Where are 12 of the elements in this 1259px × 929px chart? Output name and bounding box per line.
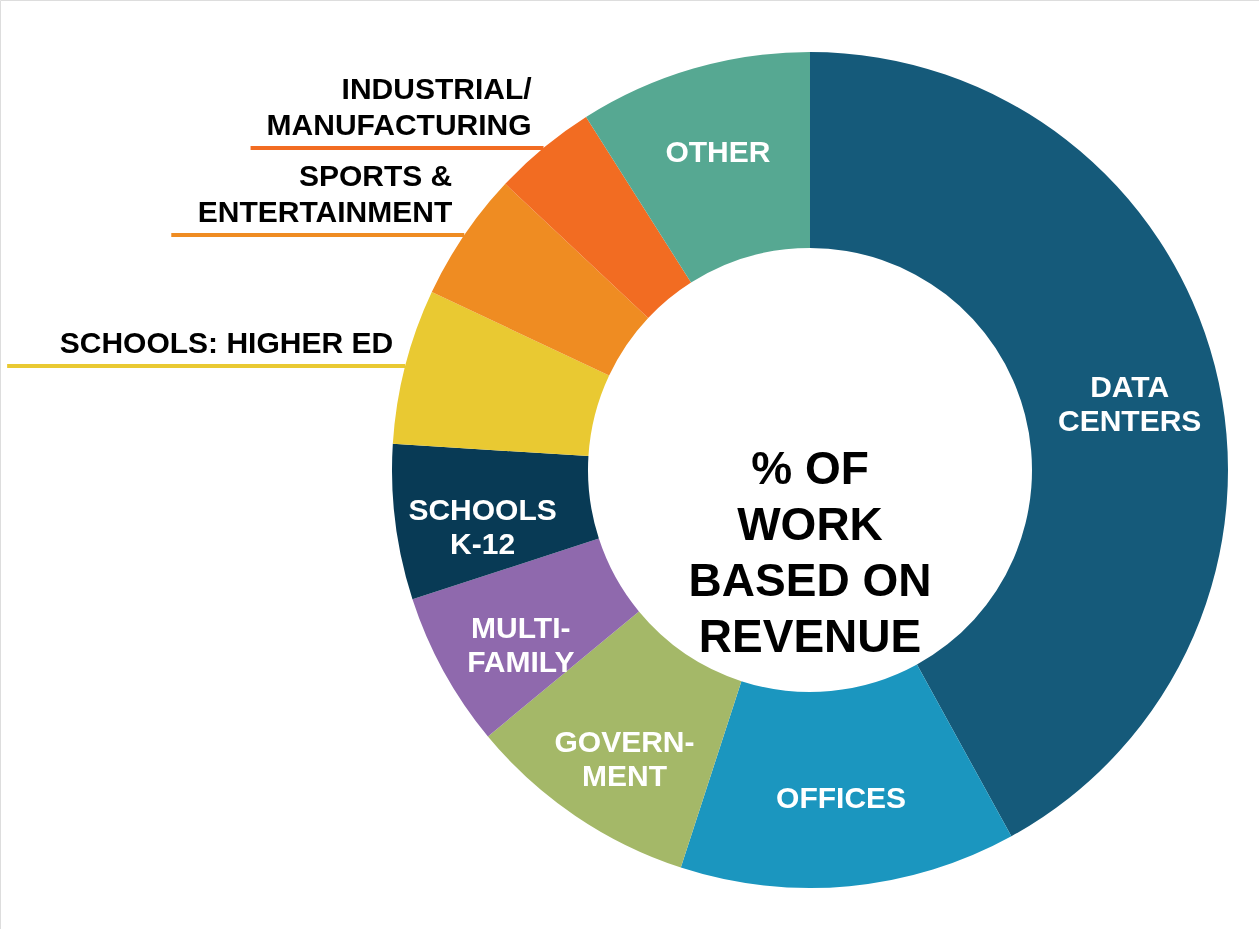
slice-label: OFFICES [776, 780, 907, 814]
slice-label: MULTI- FAMILY [467, 610, 575, 678]
slice-label: SCHOOLS K-12 [408, 493, 557, 561]
slice-label: OTHER [665, 135, 771, 169]
text: % OF WORK BASED ON REVENUE [688, 442, 932, 662]
slice-label: SCHOOLS: HIGHER ED [59, 326, 394, 360]
slice-label: INDUSTRIAL/ MANUFACTURING [266, 71, 533, 141]
donut-slice [586, 52, 810, 283]
donut-slice [392, 443, 599, 600]
slice-label: SPORTS & ENTERTAINMENT [197, 159, 453, 229]
slice-label: DATA CENTERS [1057, 369, 1202, 437]
slice-label: GOVERN- MENT [554, 724, 695, 792]
